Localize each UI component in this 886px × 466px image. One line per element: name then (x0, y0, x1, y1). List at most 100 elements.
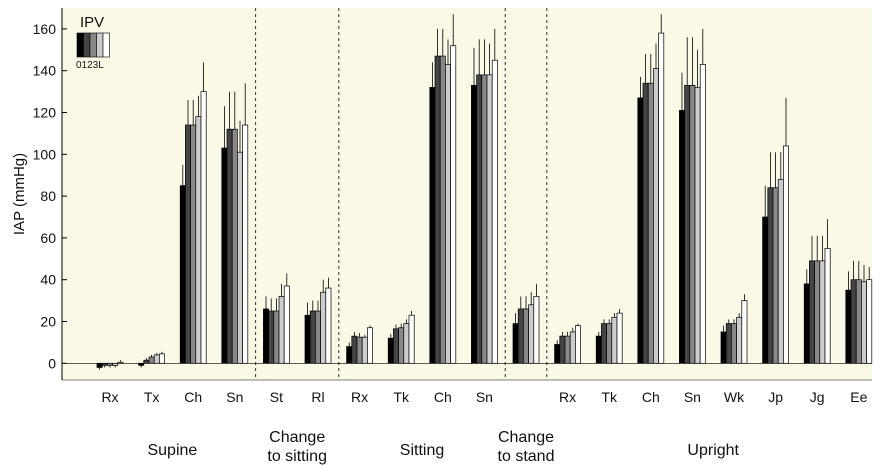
y-tick-label-0: 0 (48, 355, 56, 371)
bar-1-1 (143, 359, 150, 364)
bar-12-2 (606, 323, 613, 364)
bar-6-0 (346, 346, 353, 364)
x-tick-label-14: Sn (684, 389, 701, 405)
bar-14-2 (689, 84, 696, 364)
phase-separators (255, 8, 548, 380)
x-tick-label-16: Jp (768, 389, 783, 405)
bar-14-4 (699, 64, 706, 364)
x-tick-label-4: St (270, 389, 283, 405)
bar-12-0 (595, 335, 602, 364)
legend-swatch-0 (76, 32, 84, 58)
bar-17-0 (803, 283, 810, 364)
bar-11-1 (559, 335, 566, 364)
bar-14-1 (684, 84, 691, 364)
bar-6-3 (361, 336, 368, 364)
bar-11-0 (554, 344, 561, 364)
bar-5-2 (315, 310, 321, 364)
bar-15-4 (741, 300, 748, 364)
bar-13-4 (658, 32, 665, 364)
bar-18-4 (866, 279, 873, 364)
legend-swatch-1 (83, 32, 91, 58)
group-label-3: Change to stand (498, 429, 555, 465)
bar-7-2 (398, 327, 405, 364)
bar-15-1 (725, 323, 732, 364)
bar-9-2 (481, 74, 488, 364)
bar-6-2 (356, 336, 363, 364)
x-tick-label-18: Ee (850, 389, 867, 405)
bar-1-3 (153, 354, 160, 364)
bar-5-4 (325, 287, 332, 364)
bar-0-3 (112, 362, 119, 366)
bar-18-0 (845, 289, 852, 364)
legend: IPV 0123L (76, 14, 110, 71)
bar-2-1 (185, 124, 191, 364)
bar-1-4 (159, 353, 165, 364)
bar-8-0 (429, 87, 436, 364)
bar-3-1 (226, 128, 233, 364)
bar-17-1 (809, 260, 815, 364)
legend-swatches (76, 32, 110, 58)
y-axis: 0 20 40 60 80 100 120 140 160 (33, 8, 872, 381)
y-tick-label-5: 100 (33, 146, 57, 162)
bar-1-0 (138, 362, 145, 366)
y-tick-label-6: 120 (33, 104, 57, 120)
bar-17-3 (819, 260, 826, 364)
bar-7-1 (393, 328, 399, 364)
x-tick-label-2: Ch (184, 389, 202, 405)
bar-2-0 (179, 185, 186, 364)
bar-11-2 (564, 335, 571, 364)
y-tick-label-4: 80 (40, 188, 56, 204)
bar-18-2 (855, 279, 862, 364)
x-tick-label-1: Tx (144, 389, 160, 405)
bar-7-0 (387, 337, 394, 364)
legend-title: IPV (80, 14, 104, 31)
bar-13-0 (637, 97, 644, 364)
x-tick-label-15: Wk (724, 389, 745, 405)
x-tick-label-12: Tk (601, 389, 618, 405)
bar-9-1 (476, 74, 483, 364)
bar-0-2 (107, 362, 113, 366)
bar-7-3 (403, 323, 410, 364)
bar-8-1 (434, 55, 441, 364)
y-tick-label-3: 60 (40, 230, 56, 246)
bar-15-0 (720, 331, 727, 364)
bar-1-2 (148, 356, 155, 364)
bar-12-4 (616, 312, 623, 364)
bar-14-0 (679, 110, 685, 364)
x-tick-label-5: Rl (311, 389, 324, 405)
x-tick-label-0: Rx (101, 389, 118, 405)
bar-17-2 (814, 260, 821, 364)
bar-13-2 (647, 82, 654, 364)
bar-6-4 (367, 327, 373, 364)
bar-4-0 (263, 308, 269, 364)
bar-4-2 (273, 310, 280, 364)
bar-3-0 (221, 147, 228, 364)
group-label-0: Supine (147, 442, 197, 459)
x-tick-label-8: Ch (434, 389, 452, 405)
bar-10-0 (512, 323, 519, 364)
bar-9-4 (491, 59, 498, 364)
phase-group-labels: Supine Change to sitting Sitting Change to st… (147, 429, 739, 465)
group-label-1: Change to sitting (267, 429, 327, 465)
y-tick-label-1: 20 (40, 313, 56, 329)
bar-16-2 (772, 187, 779, 364)
x-tick-label-3: Sn (226, 389, 243, 405)
bar-3-2 (231, 128, 238, 364)
bar-13-3 (653, 68, 659, 364)
bar-7-4 (408, 314, 415, 364)
bar-11-4 (575, 325, 581, 364)
bar-3-4 (242, 124, 249, 364)
bar-8-2 (439, 55, 446, 364)
bar-0-0 (96, 362, 103, 368)
legend-keys: 0123L (76, 60, 104, 71)
bar-10-2 (523, 308, 529, 364)
bar-14-3 (694, 87, 701, 364)
y-tick-label-7: 140 (33, 63, 57, 79)
bar-5-3 (320, 291, 327, 364)
y-tick-label-8: 160 (33, 21, 57, 37)
bar-0-1 (101, 362, 108, 366)
bar-2-2 (190, 124, 197, 364)
group-label-4: Upright (687, 442, 739, 459)
bar-18-3 (861, 281, 867, 364)
x-tick-label-7: Tk (393, 389, 410, 405)
